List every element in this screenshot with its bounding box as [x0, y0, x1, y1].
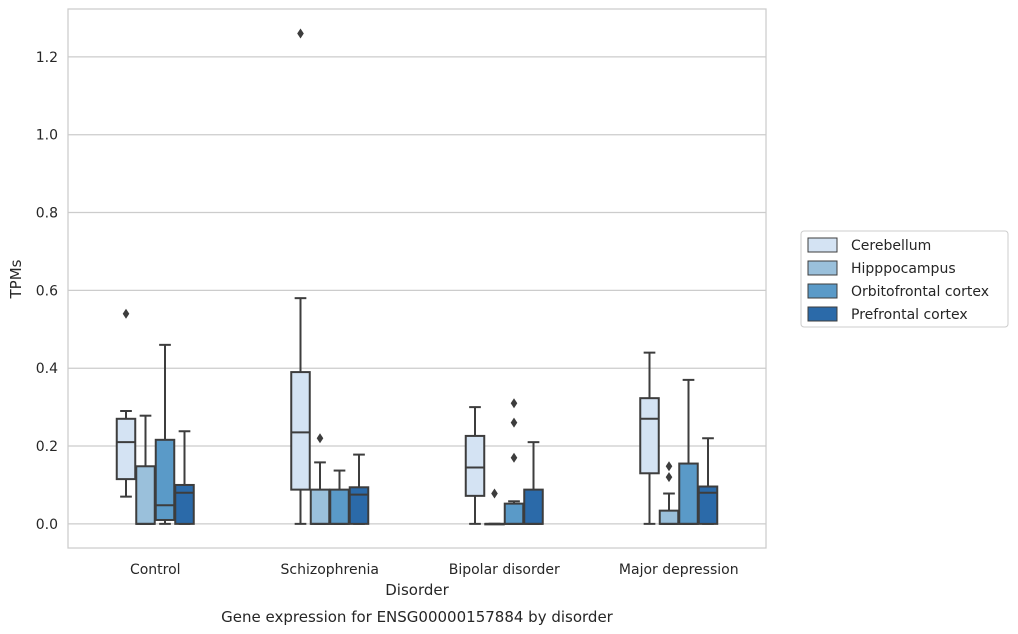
x-tick-label-3: Major depression: [619, 562, 739, 578]
outlier-point-0: [316, 433, 324, 444]
legend-swatch-2: [807, 283, 838, 299]
box-body: [309, 488, 331, 525]
legend: Cerebellum Hipppocampus Orbitofrontal cort…: [800, 230, 1009, 328]
outlier-point-1: [665, 461, 673, 472]
box-body: [329, 488, 350, 525]
box-1-1: [309, 433, 331, 525]
y-tick-label-3: 0.6: [36, 283, 58, 299]
box-3-0: [174, 430, 195, 525]
legend-label-2: Orbitofrontal cortex: [851, 284, 989, 300]
x-tick-label-0: Control: [130, 562, 181, 578]
box-3-3: [697, 437, 719, 525]
x-axis-label: Disorder: [385, 581, 449, 599]
legend-frame: [800, 230, 1009, 328]
box-body: [503, 502, 525, 525]
outlier-point-0: [297, 28, 304, 39]
outlier-point-0: [122, 308, 130, 319]
plot-area-frame: [67, 8, 767, 549]
box-body: [678, 462, 699, 525]
y-tick-label-1: 0.2: [36, 439, 58, 455]
x-tick-label-1: Schizophrenia: [281, 562, 379, 578]
box-body: [658, 509, 680, 525]
x-tick-label-2: Bipolar disorder: [449, 562, 560, 578]
legend-swatch-0: [807, 237, 838, 253]
box-2-0: [154, 343, 176, 525]
x-tick-labels: Control Schizophrenia Bipolar disorder Majo…: [130, 562, 739, 578]
outlier-point-0: [665, 472, 673, 483]
legend-label-0: Cerebellum: [851, 238, 931, 254]
series-0: [115, 28, 660, 525]
box-0-2: [464, 406, 486, 525]
y-axis-label: TPMs: [7, 259, 25, 299]
box-1-0: [135, 414, 156, 525]
box-body: [464, 434, 486, 497]
box-body: [290, 371, 311, 491]
outlier-point-0: [491, 488, 498, 499]
series-1: [135, 414, 680, 526]
box-1-2: [484, 488, 505, 526]
chart-caption: Gene expression for ENSG00000157884 by d…: [221, 608, 614, 626]
outlier-point-0: [510, 452, 518, 463]
box-0-3: [639, 351, 660, 525]
box-series: [115, 28, 719, 526]
legend-swatch-1: [807, 260, 838, 276]
series-3: [174, 430, 719, 525]
y-tick-labels: 0.0 0.2 0.4 0.6 0.8 1.0 1.2: [36, 50, 58, 533]
y-tick-label-0: 0.0: [36, 517, 58, 533]
legend-label-3: Prefrontal cortex: [851, 307, 968, 323]
box-2-2: [503, 398, 525, 525]
outlier-point-1: [510, 417, 518, 428]
box-1-3: [658, 461, 680, 525]
box-0-0: [115, 308, 137, 498]
box-3-1: [348, 453, 370, 525]
box-body: [115, 417, 137, 481]
legend-swatch-3: [807, 306, 838, 322]
box-body: [697, 485, 719, 525]
box-body: [174, 483, 195, 525]
y-tick-label-4: 0.8: [36, 206, 58, 222]
box-3-2: [523, 441, 544, 525]
y-tick-label-5: 1.0: [36, 128, 58, 144]
box-0-1: [290, 28, 311, 525]
outlier-point-2: [510, 398, 518, 409]
series-2: [154, 343, 699, 525]
y-tick-label-2: 0.4: [36, 361, 58, 377]
box-body: [135, 465, 156, 525]
box-body: [523, 488, 544, 525]
box-2-1: [329, 469, 350, 525]
box-body: [154, 438, 176, 521]
y-tick-label-6: 1.2: [36, 50, 58, 66]
box-body: [348, 486, 370, 525]
box-body: [639, 397, 660, 475]
legend-label-1: Hipppocampus: [851, 261, 956, 277]
box-2-3: [678, 378, 699, 525]
